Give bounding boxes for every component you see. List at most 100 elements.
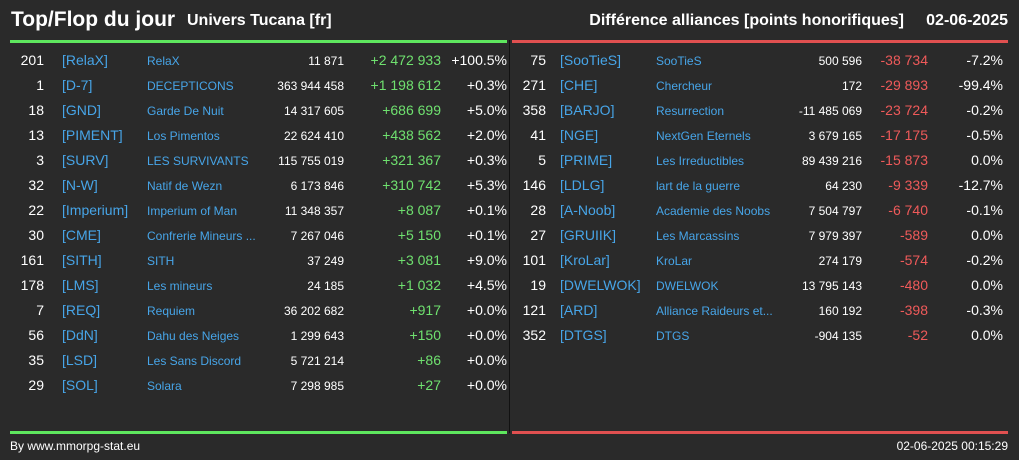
alliance-points: 22 624 410 — [283, 129, 344, 143]
points-difference: -23 724 — [880, 102, 928, 118]
alliance-tag-link[interactable]: [LDLG] — [560, 177, 605, 193]
alliance-tag-link[interactable]: [SITH] — [62, 252, 102, 268]
alliance-tag-link[interactable]: [NGE] — [560, 127, 599, 143]
alliance-tag-link[interactable]: [REQ] — [62, 302, 101, 318]
top-row: 35 [LSD] Les Sans Discord 5 721 214 +86 +0.0% — [8, 347, 508, 372]
alliance-tag-link[interactable]: [DWELWOK] — [560, 277, 641, 293]
points-difference: -17 175 — [880, 127, 928, 143]
flop-row: 271 [CHE] Chercheur 172 -29 893 -99.4% — [510, 72, 1010, 97]
alliance-tag-link[interactable]: [DdN] — [62, 327, 98, 343]
alliance-points: 1 299 643 — [290, 329, 344, 343]
alliance-rank: 35 — [28, 352, 44, 368]
percent-change: +100.5% — [451, 52, 507, 68]
percent-change: -99.4% — [958, 77, 1003, 93]
flop-row: 358 [BARJO] Resurrection -11 485 069 -23 724… — [510, 97, 1010, 122]
top-row: 18 [GND] Garde De Nuit 14 317 605 +686 699 +5… — [8, 97, 508, 122]
points-difference: -29 893 — [880, 77, 928, 93]
percent-change: +0.1% — [466, 202, 507, 218]
alliance-rank: 28 — [530, 202, 546, 218]
alliance-points: 13 795 143 — [801, 279, 862, 293]
alliance-tag-link[interactable]: [N-W] — [62, 177, 98, 193]
top-row: 32 [N-W] Natif de Wezn 6 173 846 +310 742 +5.… — [8, 172, 508, 197]
alliance-rank: 29 — [28, 377, 44, 393]
alliance-rank: 56 — [28, 327, 44, 343]
percent-change: +9.0% — [466, 252, 507, 268]
points-difference: +917 — [409, 302, 441, 318]
points-difference: -574 — [899, 252, 928, 268]
alliance-points: 500 596 — [818, 54, 862, 68]
alliance-rank: 27 — [530, 227, 546, 243]
alliance-tag-link[interactable]: [D-7] — [62, 77, 93, 93]
alliance-tag-link[interactable]: [PIMENT] — [62, 127, 123, 143]
points-difference: +2 472 933 — [370, 52, 441, 68]
alliance-tag-link[interactable]: [LMS] — [62, 277, 99, 293]
alliance-points: 172 — [841, 79, 862, 93]
flop-row: 75 [SooTieS] SooTieS 500 596 -38 734 -7.2% — [510, 47, 1010, 72]
flop-row: 19 [DWELWOK] DWELWOK 13 795 143 -480 0.0% — [510, 272, 1010, 297]
alliance-points: 7 504 797 — [808, 204, 862, 218]
flop-row: 28 [A-Noob] Academie des Noobs 7 504 797 -6 … — [510, 197, 1010, 222]
flop-row: 27 [GRUIIK] Les Marcassins 7 979 397 -589 0.0… — [510, 222, 1010, 247]
alliance-tag-link[interactable]: [CHE] — [560, 77, 598, 93]
alliance-rank: 271 — [522, 77, 546, 93]
alliance-tag-link[interactable]: [CME] — [62, 227, 101, 243]
top-list: 201 [RelaX] RelaX 11 871 +2 472 933 +100.5% 1[… — [8, 47, 508, 397]
alliance-rank: 161 — [20, 252, 44, 268]
top-row: 56 [DdN] Dahu des Neiges 1 299 643 +150 +0.0% — [8, 322, 508, 347]
alliance-tag-link[interactable]: [RelaX] — [62, 52, 108, 68]
metric-label: Différence alliances [points honorifique… — [589, 12, 904, 29]
alliance-tag-link[interactable]: [Imperium] — [62, 202, 129, 218]
points-difference: -480 — [899, 277, 928, 293]
alliance-points: 6 173 846 — [290, 179, 344, 193]
alliance-tag-link[interactable]: [SOL] — [62, 377, 98, 393]
alliance-tag-link[interactable]: [SURV] — [62, 152, 109, 168]
points-difference: +321 367 — [382, 152, 441, 168]
points-difference: -398 — [899, 302, 928, 318]
alliance-points: 64 230 — [825, 179, 862, 193]
percent-change: +0.3% — [466, 152, 507, 168]
points-difference: +86 — [417, 352, 441, 368]
percent-change: -0.2% — [966, 102, 1003, 118]
alliance-tag-link[interactable]: [KroLar] — [560, 252, 610, 268]
percent-change: +0.1% — [466, 227, 507, 243]
alliance-points: 115 755 019 — [278, 154, 344, 168]
flop-row: 121 [ARD] Alliance Raideurs et... 160 192 -3… — [510, 297, 1010, 322]
alliance-points: 37 249 — [307, 254, 344, 268]
alliance-rank: 3 — [36, 152, 44, 168]
alliance-rank: 178 — [20, 277, 44, 293]
alliance-points: 160 192 — [818, 304, 862, 318]
points-difference: -6 740 — [888, 202, 928, 218]
alliance-rank: 7 — [36, 302, 44, 318]
points-difference: -15 873 — [880, 152, 928, 168]
alliance-tag-link[interactable]: [PRIME] — [560, 152, 613, 168]
top-row: 7 [REQ] Requiem 36 202 682 +917 +0.0% — [8, 297, 508, 322]
alliance-tag-link[interactable]: [LSD] — [62, 352, 98, 368]
points-difference: +438 562 — [382, 127, 441, 143]
points-difference: +1 198 612 — [370, 77, 441, 93]
alliance-rank: 121 — [522, 302, 546, 318]
flop-list: 75 [SooTieS] SooTieS 500 596 -38 734 -7.2% 271… — [510, 47, 1010, 347]
percent-change: +0.3% — [466, 77, 507, 93]
alliance-rank: 146 — [522, 177, 546, 193]
alliance-tag-link[interactable]: [GRUIIK] — [560, 227, 617, 243]
server-name: Univers Tucana [fr] — [187, 12, 332, 29]
alliance-tag-link[interactable]: [SooTieS] — [560, 52, 621, 68]
points-difference: +310 742 — [382, 177, 441, 193]
header-date: 02-06-2025 — [926, 12, 1008, 29]
top-row: 161 [SITH] SITH 37 249 +3 081 +9.0% — [8, 247, 508, 272]
alliance-tag-link[interactable]: [GND] — [62, 102, 101, 118]
alliance-points: 7 267 046 — [290, 229, 344, 243]
alliance-rank: 41 — [530, 127, 546, 143]
alliance-points: 89 439 216 — [801, 154, 862, 168]
alliance-points: 11 348 357 — [284, 204, 344, 218]
percent-change: -0.1% — [966, 202, 1003, 218]
alliance-points: 3 679 165 — [808, 129, 862, 143]
top-panel-bottom-bar — [10, 431, 507, 434]
alliance-tag-link[interactable]: [DTGS] — [560, 327, 607, 343]
alliance-tag-link[interactable]: [BARJO] — [560, 102, 615, 118]
points-difference: +150 — [409, 327, 441, 343]
percent-change: +0.0% — [466, 377, 507, 393]
alliance-tag-link[interactable]: [A-Noob] — [560, 202, 616, 218]
points-difference: +1 032 — [397, 277, 441, 293]
alliance-tag-link[interactable]: [ARD] — [560, 302, 598, 318]
